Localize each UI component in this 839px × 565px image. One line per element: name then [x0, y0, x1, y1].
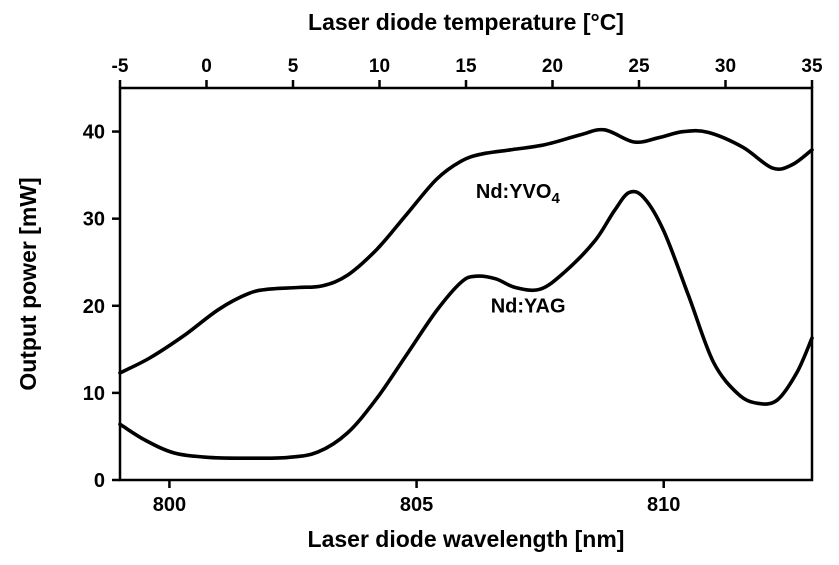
y-tick-label: 0: [94, 470, 105, 492]
x-tick-label-bottom: 805: [400, 494, 433, 516]
plot-area: 800 805 810 -5 0 5 10 15 20 25 30 35 0 10 20 30 40 Nd:YVO…: [83, 56, 823, 516]
annotation-ndyag: Nd:YAG: [491, 296, 566, 318]
x-tick-label-top: 30: [715, 56, 736, 77]
y-tick-label: 10: [83, 383, 105, 405]
x-tick-label-bottom: 810: [647, 494, 680, 516]
x-tick-label-top: 15: [455, 56, 477, 77]
y-tick-label: 30: [83, 209, 105, 231]
bottom-axis-title: Laser diode wavelength [nm]: [308, 526, 625, 552]
x-tick-label-top: 25: [628, 56, 650, 77]
curve-ndyvo4: [118, 127, 814, 375]
annotation-ndyvo: Nd:YVO4: [476, 181, 561, 207]
curve-ndyag: [118, 189, 814, 461]
top-axis-title: Laser diode temperature [°C]: [308, 9, 624, 35]
x-tick-label-top: 10: [369, 56, 390, 77]
x-tick-label-top: 5: [288, 56, 299, 77]
x-tick-label-top: 0: [201, 56, 212, 77]
x-tick-label-top: -5: [112, 56, 129, 77]
y-axis-title: Output power [mW]: [15, 177, 41, 390]
x-tick-label-bottom: 800: [153, 494, 186, 516]
x-tick-label-top: 35: [801, 56, 823, 77]
plot-frame: [118, 86, 814, 482]
x-tick-label-top: 20: [542, 56, 563, 77]
y-tick-label: 40: [83, 122, 105, 144]
y-tick-label: 20: [83, 296, 105, 318]
